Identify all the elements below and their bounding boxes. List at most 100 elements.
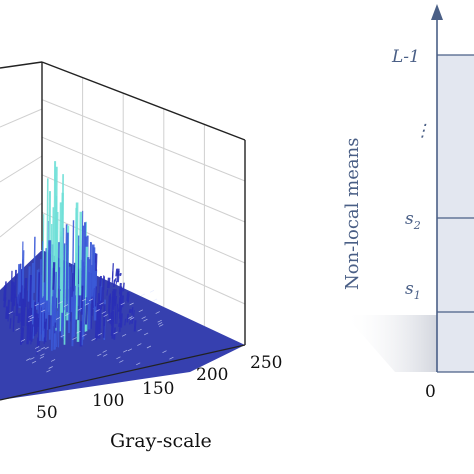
region-shadow xyxy=(345,315,437,372)
surface-spike xyxy=(63,244,67,345)
surface-spike xyxy=(44,318,48,343)
surface-mesh-speckle xyxy=(137,328,142,332)
surface-mesh-speckle xyxy=(138,309,143,313)
surface-mesh-speckle xyxy=(103,353,108,357)
surface-mesh-speckle xyxy=(99,302,104,306)
surface-mesh-speckle xyxy=(44,346,49,350)
surface-mesh-speckle xyxy=(81,298,87,302)
level-label-s1-base: s xyxy=(405,279,414,299)
floor-front-edge xyxy=(0,344,246,401)
surface-mesh-speckle xyxy=(48,366,53,369)
surface-spike xyxy=(12,300,15,312)
surface-spike xyxy=(86,257,90,305)
surface-mesh-speckle xyxy=(127,348,133,352)
surface-spike xyxy=(126,291,130,301)
surface-spike xyxy=(96,303,99,318)
surface-spike xyxy=(54,271,57,323)
surface-mesh-speckle xyxy=(157,319,162,323)
surface-spike xyxy=(15,296,19,317)
level-label-s1-sub: 1 xyxy=(414,289,421,302)
surface-mesh-speckle xyxy=(169,356,174,360)
surface-spike xyxy=(128,308,132,314)
surface-spike xyxy=(58,202,62,290)
surface-spike xyxy=(82,292,85,340)
surface-spike xyxy=(35,269,39,310)
x-tick-label: 50 xyxy=(36,403,58,423)
surface-spike xyxy=(14,269,17,298)
surface-mesh-speckle xyxy=(20,339,26,342)
surface-spike xyxy=(90,296,93,329)
surface-mesh-speckle xyxy=(121,333,127,337)
surface-spike xyxy=(60,192,64,313)
surface-spike xyxy=(126,313,129,323)
x-tick-label: 250 xyxy=(250,353,282,373)
surface-spike xyxy=(57,242,60,289)
surface-spike xyxy=(97,293,101,320)
surface-mesh-speckle xyxy=(40,346,45,350)
surface-spike xyxy=(63,243,66,311)
surface-mesh-speckle xyxy=(137,343,142,346)
x-tick-label: 100 xyxy=(92,391,124,411)
level-label-s2-sub: 2 xyxy=(413,219,421,232)
surface-mesh-speckle xyxy=(76,330,81,334)
surface-mesh-speckle xyxy=(119,360,124,363)
surface-mesh-speckle xyxy=(95,309,100,312)
surface-spike xyxy=(133,320,137,332)
surface-spike xyxy=(50,303,54,351)
surface-mesh-speckle xyxy=(123,349,128,353)
surface-spike xyxy=(87,259,92,330)
surface-spike xyxy=(11,298,14,315)
surface-spike xyxy=(9,318,12,329)
surface-mesh-speckle xyxy=(143,332,149,336)
surface-spike xyxy=(107,277,111,289)
grid-line xyxy=(0,202,43,238)
surface-mesh-speckle xyxy=(82,333,87,337)
surface-spike xyxy=(73,285,76,322)
surface-mesh-speckle xyxy=(162,350,167,354)
surface-spike xyxy=(11,282,15,299)
surface-spike xyxy=(110,320,114,336)
surface-spike xyxy=(118,322,122,328)
surface-spike xyxy=(118,299,122,310)
surface-mesh-speckle xyxy=(28,314,33,318)
surface-mesh-speckle xyxy=(157,322,163,325)
surface-mesh-speckle xyxy=(141,316,146,320)
y-axis-label: Non-local means xyxy=(342,138,363,290)
surface-spike xyxy=(91,244,95,299)
surface-mesh-speckle xyxy=(72,337,77,340)
surface-spike xyxy=(33,307,37,337)
surface-spike xyxy=(4,281,7,302)
surface-spike xyxy=(31,262,34,308)
surface-spike xyxy=(43,312,47,329)
surface-mesh-speckle xyxy=(128,316,133,319)
level-label-s2-base: s xyxy=(405,209,414,229)
surface-mesh-speckle xyxy=(155,311,160,314)
surface-spike xyxy=(78,211,83,296)
surface-spike xyxy=(119,286,123,297)
surface-spike xyxy=(109,312,112,325)
surface-plot: 50 100 150 200 250 Gray-scale xyxy=(0,61,282,452)
x-tick-label: 200 xyxy=(196,365,228,385)
surface-spike xyxy=(120,313,123,328)
surface-spike xyxy=(27,266,31,302)
surface-mesh-speckle xyxy=(136,362,141,366)
surface-spikes xyxy=(3,161,174,373)
surface-spike xyxy=(47,240,52,316)
surface-spike xyxy=(52,262,56,290)
surface-mesh-speckle xyxy=(40,309,46,313)
surface-spike xyxy=(108,294,112,310)
surface-spike xyxy=(46,178,49,301)
surface-mesh-speckle xyxy=(91,338,96,341)
surface-spike xyxy=(42,214,45,298)
surface-spike xyxy=(122,282,125,292)
grid-line xyxy=(41,136,246,223)
grid-line xyxy=(0,155,43,183)
surface-spike xyxy=(29,306,33,341)
surface-spike xyxy=(81,225,85,296)
surface-mesh-speckle xyxy=(106,318,112,322)
surface-spike xyxy=(67,266,71,334)
surface-mesh-speckle xyxy=(65,313,70,316)
surface-spike xyxy=(58,285,60,348)
surface-mesh-speckle xyxy=(27,319,33,323)
surface-spike xyxy=(10,270,13,302)
